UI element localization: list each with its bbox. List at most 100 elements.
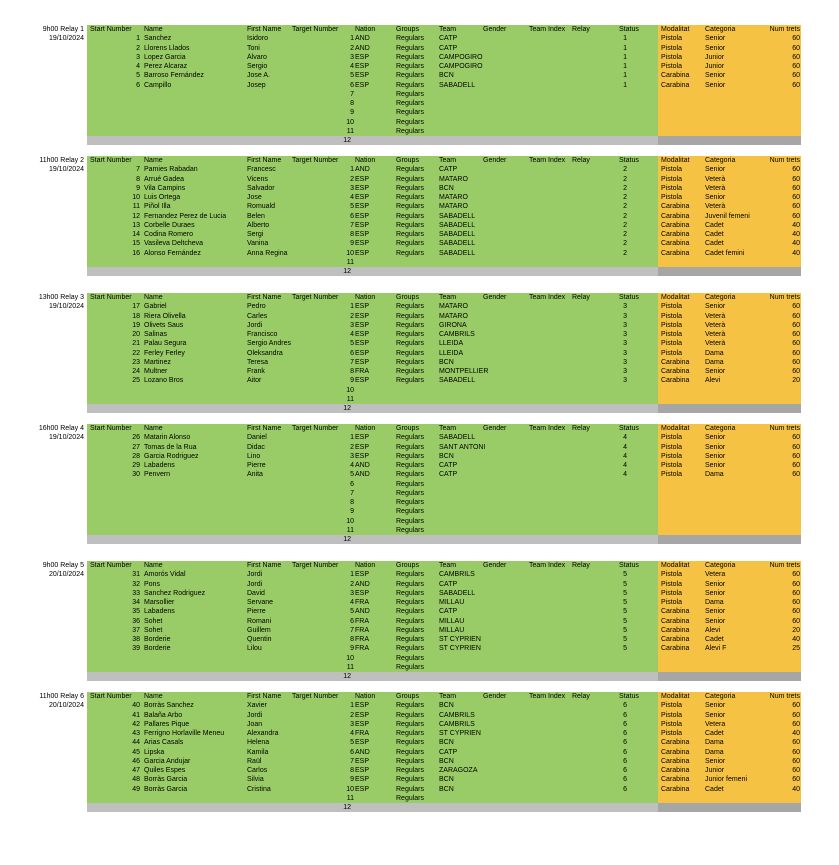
header-nation: Nation — [355, 562, 376, 569]
header-num-trets: Num trets — [769, 157, 800, 164]
cell-modalitat: Pistola — [661, 580, 683, 588]
header-nation: Nation — [355, 26, 376, 33]
cell-team: BCN — [439, 358, 454, 366]
cell-groups: Regulars — [396, 240, 425, 248]
header-relay: Relay — [572, 562, 590, 569]
cell-num-trets: 60 — [792, 757, 800, 765]
cell-first-name: Carles — [247, 312, 268, 320]
cell-start-number: 32 — [132, 580, 140, 588]
cell-num-trets: 60 — [792, 194, 800, 201]
cell-nation: AND — [355, 166, 370, 174]
cell-start-number: 33 — [132, 589, 140, 597]
cell-first-name: Anna Regina — [247, 249, 288, 257]
cell-target-number: 9 — [350, 109, 354, 117]
cell-groups: Regulars — [396, 654, 425, 662]
cell-nation: AND — [355, 44, 370, 52]
header-first-name: First Name — [247, 425, 282, 432]
cell-nation: ESP — [355, 720, 370, 728]
cell-groups: Regulars — [396, 194, 425, 201]
cell-first-name: Anita — [247, 471, 263, 479]
header-status: Status — [619, 294, 639, 301]
cell-modalitat: Carabina — [661, 231, 690, 238]
cell-team: MILLAU — [439, 599, 465, 606]
table-row: 37 Sohet Guillem 7 FRA Regulars MILLAU 5 Carabin… — [0, 626, 839, 635]
header-team: Team — [439, 693, 457, 700]
cell-team: SABADELL — [439, 221, 476, 229]
cell-status: 6 — [623, 785, 627, 793]
table-row: 10 Regulars — [0, 517, 839, 526]
cell-nation: ESP — [355, 452, 370, 460]
cell-status: 2 — [623, 221, 627, 229]
cell-target-number: 8 — [350, 767, 354, 774]
cell-num-trets: 60 — [792, 711, 800, 719]
cell-nation: ESP — [355, 303, 370, 311]
cell-target-number: 7 — [350, 90, 354, 98]
cell-name: Riera Olivella — [144, 312, 186, 320]
cell-modalitat: Pistola — [661, 730, 683, 737]
table-row: 11 — [0, 258, 839, 267]
cell-modalitat: Carabina — [661, 636, 690, 643]
cell-modalitat: Pistola — [661, 462, 683, 469]
cell-nation: ESP — [355, 249, 370, 257]
relay-green-area — [87, 692, 658, 803]
cell-first-name: Isidoro — [247, 35, 269, 43]
cell-target-number: 4 — [350, 599, 354, 606]
cell-nation: ESP — [355, 221, 370, 229]
cell-start-number: 22 — [132, 349, 140, 357]
cell-nation: FRA — [355, 626, 369, 634]
table-row: 22 Ferley Ferley Oleksandra 6 ESP Regulars LLE… — [0, 349, 839, 358]
table-row: 7 Pamies Rabadan Francesc 1 AND Regulars CATP 2… — [0, 165, 839, 174]
cell-first-name: Sergi — [247, 231, 264, 238]
cell-first-name: Belen — [247, 212, 265, 220]
table-row: 11 Regulars — [0, 526, 839, 535]
cell-groups: Regulars — [396, 434, 425, 442]
cell-first-name: Carlos — [247, 767, 268, 774]
relay-green-area — [87, 424, 658, 535]
relay-footer-bar-right — [658, 672, 801, 681]
header-team: Team — [439, 562, 457, 569]
cell-categoria: Cadet — [705, 221, 724, 229]
cell-target-number: 6 — [350, 349, 354, 357]
cell-target-number: 6 — [350, 617, 354, 625]
cell-num-trets: 60 — [792, 776, 800, 784]
cell-modalitat: Pistola — [661, 331, 683, 338]
cell-target-number: 6 — [350, 480, 354, 488]
header-team: Team — [439, 425, 457, 432]
cell-name: Borderie — [144, 636, 171, 643]
cell-team: MATARO — [439, 175, 468, 183]
table-row: 41 Balaña Arbo Jordi 2 ESP Regulars CAMBRILS 6 P… — [0, 711, 839, 720]
cell-name: Alonso Fernández — [144, 249, 201, 257]
cell-categoria: Vetera — [705, 571, 726, 579]
relay-time: 11h00 Relay 6 — [39, 693, 84, 700]
cell-modalitat: Carabina — [661, 221, 690, 229]
header-name: Name — [144, 425, 163, 432]
cell-start-number: 11 — [132, 203, 140, 211]
cell-nation: FRA — [355, 730, 369, 737]
table-row: 42 Pallares Pique Joan 3 ESP Regulars CAMBRILS… — [0, 720, 839, 729]
cell-status: 1 — [623, 72, 627, 80]
table-row: 8 Regulars — [0, 498, 839, 507]
cell-num-trets: 60 — [792, 748, 800, 756]
header-num-trets: Num trets — [769, 294, 800, 301]
cell-start-number: 5 — [136, 72, 140, 80]
cell-team: BCN — [439, 776, 454, 784]
cell-first-name: Jordi — [247, 571, 263, 579]
cell-groups: Regulars — [396, 757, 425, 765]
cell-status: 4 — [623, 443, 627, 451]
cell-first-name: Salvador — [247, 184, 275, 192]
cell-first-name: Kamila — [247, 748, 269, 756]
header-target-number: Target Number — [292, 562, 339, 569]
cell-status: 6 — [623, 720, 627, 728]
cell-groups: Regulars — [396, 471, 425, 479]
cell-first-name: Sergio Andres — [247, 340, 291, 348]
cell-name: Sanchez — [144, 35, 172, 43]
cell-first-name: Guillem — [247, 626, 271, 634]
cell-start-number: 34 — [132, 599, 140, 606]
cell-name: Llorens Llados — [144, 44, 190, 52]
table-row: 31 Amorós Vidal Jordi 1 ESP Regulars CAMBRILS 5… — [0, 570, 839, 579]
cell-nation: FRA — [355, 636, 369, 643]
cell-groups: Regulars — [396, 663, 425, 671]
relay-green-area — [87, 561, 658, 672]
cell-target-number: 1 — [350, 571, 354, 579]
cell-first-name: Toni — [247, 44, 260, 52]
